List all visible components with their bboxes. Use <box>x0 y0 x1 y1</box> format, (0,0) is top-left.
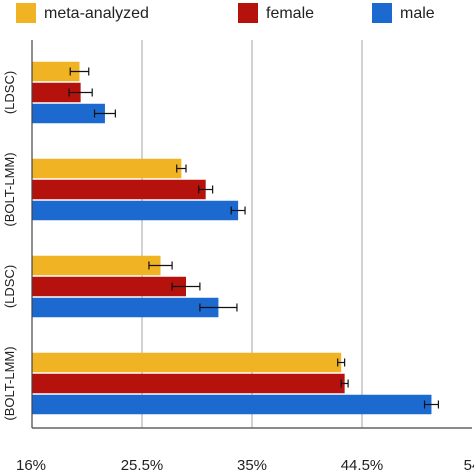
category-label: (BOLT-LMM) <box>2 346 17 420</box>
bars <box>32 61 432 415</box>
bar-meta-analyzed <box>32 352 342 373</box>
error-bars <box>68 67 440 409</box>
category-label: (LDSC) <box>2 265 17 308</box>
bar-meta-analyzed <box>32 158 182 179</box>
x-tick-label: 16% <box>16 457 46 474</box>
legend: meta-analyzed female male <box>16 3 435 23</box>
x-tick-label: 25.5% <box>121 457 164 474</box>
x-tick-label: 35% <box>237 457 267 474</box>
bar-male <box>32 297 219 318</box>
bar-male <box>32 103 105 124</box>
legend-swatch <box>372 3 392 23</box>
bar-female <box>32 276 186 297</box>
bar-male <box>32 200 239 221</box>
legend-swatch <box>16 3 36 23</box>
legend-label: male <box>400 5 435 22</box>
bar-female <box>32 373 345 394</box>
category-label: (LDSC) <box>2 71 17 114</box>
bar-meta-analyzed <box>32 61 80 82</box>
legend-swatch <box>238 3 258 23</box>
legend-label: female <box>266 5 314 22</box>
bar-meta-analyzed <box>32 255 161 276</box>
bar-male <box>32 394 432 415</box>
x-tick-label: 54 <box>464 457 474 474</box>
x-tick-label: 44.5% <box>341 457 384 474</box>
axes: 16% 25.5% 35% 44.5% 54 (LDSC) (BOLT-LMM) (LDSC)… <box>2 40 474 474</box>
bar-female <box>32 179 206 200</box>
legend-label: meta-analyzed <box>44 5 149 22</box>
bar-female <box>32 82 81 103</box>
category-label: (BOLT-LMM) <box>2 152 17 226</box>
